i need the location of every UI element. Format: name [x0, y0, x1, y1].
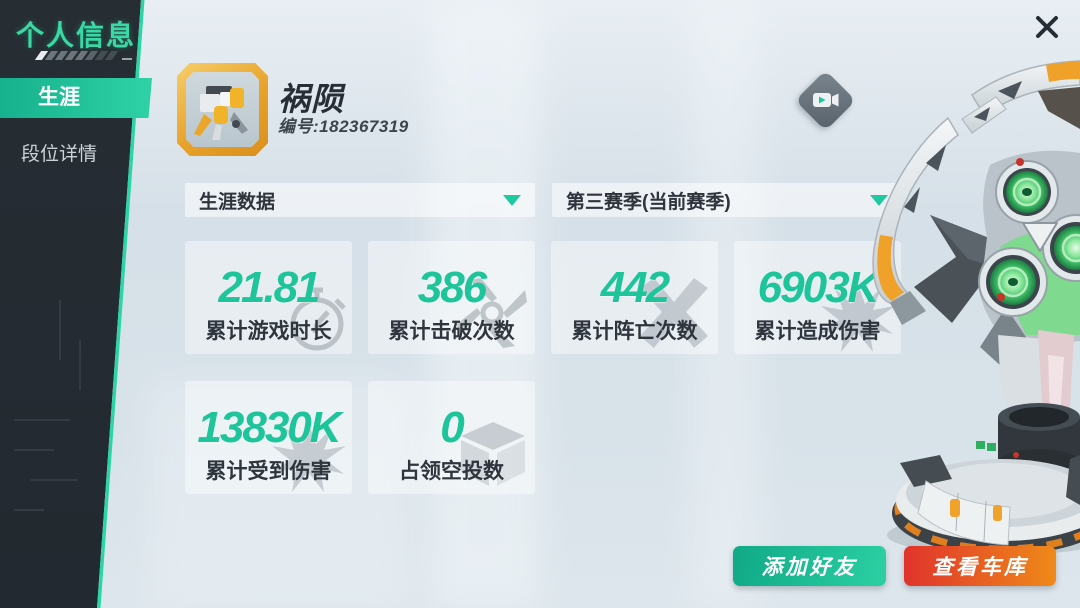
stat-label: 累计游戏时长: [205, 320, 332, 343]
avatar[interactable]: [177, 63, 268, 156]
stat-card-playtime: 21.81 累计游戏时长: [185, 241, 352, 354]
player-id: 编号:182367319: [278, 117, 409, 136]
stat-label: 累计受到伤害: [205, 460, 332, 483]
stat-card-airdrops: 0 占领空投数: [368, 381, 535, 494]
stopwatch-icon: [290, 287, 346, 351]
tab-career[interactable]: 生涯: [38, 86, 80, 109]
crate-icon: [461, 422, 525, 486]
stat-value: 13830K: [197, 403, 341, 452]
sidebar-panel: [0, 0, 152, 608]
stat-value: 0: [440, 403, 464, 452]
stat-card-damage-taken: 13830K 累计受到伤害: [185, 381, 352, 494]
chevron-down-icon: [870, 194, 888, 206]
add-friend-button[interactable]: 添加好友: [733, 546, 886, 586]
stat-label: 累计击破次数: [388, 320, 515, 343]
stat-card-deaths: 442 累计阵亡次数: [551, 241, 718, 354]
stat-label: 占领空投数: [399, 460, 504, 483]
mech-turret-art: [872, 60, 1080, 555]
tab-rank-details[interactable]: 段位详情: [20, 144, 97, 165]
background-streak: [690, 0, 760, 608]
page-title: 个人信息: [16, 20, 137, 51]
stat-card-kills: 386 累计击破次数: [368, 241, 535, 354]
cross-icon: [640, 278, 708, 348]
burst-icon: [270, 422, 346, 492]
avatar-image: [186, 72, 259, 147]
video-button[interactable]: [795, 70, 856, 131]
crosshair-icon: [457, 278, 527, 348]
close-icon: [1036, 16, 1058, 38]
season-dropdown[interactable]: 第三赛季(当前赛季): [552, 183, 902, 217]
background-streak: [430, 0, 540, 608]
close-button[interactable]: [1030, 10, 1064, 44]
season-value: 第三赛季(当前赛季): [566, 191, 731, 213]
stat-value: 6903K: [757, 263, 880, 312]
stat-value: 442: [600, 263, 670, 312]
stat-value: 21.81: [218, 263, 320, 312]
data-scope-dropdown[interactable]: 生涯数据: [185, 183, 535, 217]
video-camera-icon: [813, 93, 839, 107]
stat-label: 累计阵亡次数: [571, 320, 698, 343]
burst-icon: [819, 282, 895, 352]
title-deco-bar: [34, 50, 132, 60]
view-garage-button[interactable]: 查看车库: [904, 546, 1056, 586]
stat-value: 386: [417, 263, 487, 312]
background-streak: [150, 380, 410, 608]
player-name: 祸陨: [278, 81, 345, 117]
stat-label: 累计造成伤害: [754, 320, 881, 343]
chevron-down-icon: [503, 194, 521, 206]
data-scope-value: 生涯数据: [199, 191, 276, 213]
